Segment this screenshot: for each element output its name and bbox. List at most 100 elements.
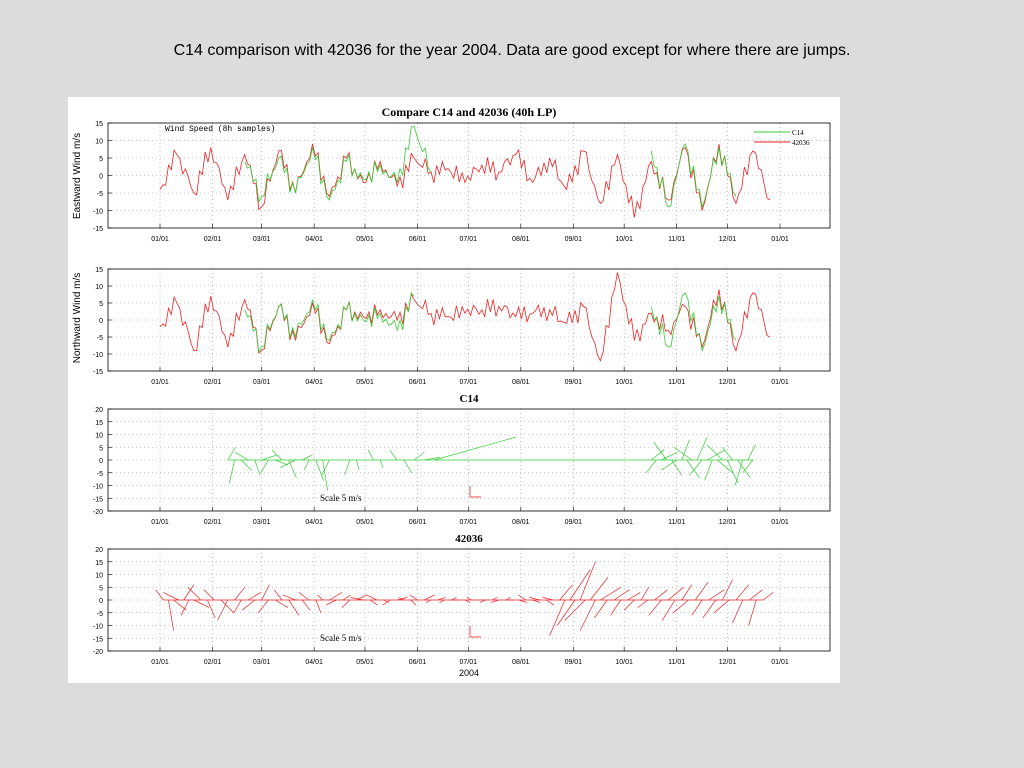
y-tick-label: 10 bbox=[95, 139, 103, 146]
wind-stick bbox=[556, 599, 576, 626]
x-tick-label: 08/01 bbox=[512, 236, 530, 243]
wind-stick bbox=[579, 561, 596, 601]
wind-stick bbox=[464, 599, 471, 603]
y-tick-label: 0 bbox=[99, 458, 103, 465]
wind-stick bbox=[637, 599, 649, 608]
x-tick-label: 02/01 bbox=[204, 659, 222, 666]
wind-stick bbox=[356, 459, 360, 471]
wind-stick bbox=[695, 581, 709, 601]
y-tick-label: 20 bbox=[95, 407, 103, 414]
panel3-sticks bbox=[227, 436, 756, 491]
wind-stick bbox=[673, 447, 693, 461]
wind-stick bbox=[672, 599, 689, 614]
wind-stick bbox=[696, 436, 708, 461]
wind-stick bbox=[708, 589, 725, 601]
wind-stick bbox=[180, 599, 190, 616]
x-tick-label: 11/01 bbox=[668, 519, 685, 526]
wind-stick bbox=[220, 599, 234, 614]
x-tick-label: 03/01 bbox=[253, 379, 271, 386]
panel4-yticks: 20 15 10 5 0 -5 -10 -15 -20 bbox=[93, 547, 112, 656]
wind-stick bbox=[261, 584, 270, 601]
wind-stick bbox=[329, 592, 343, 601]
wind-stick bbox=[661, 599, 676, 621]
x-tick-label: 07/01 bbox=[460, 236, 478, 243]
x-tick-label: 04/01 bbox=[305, 519, 323, 526]
panel2-xticks: 01/01 02/01 03/01 04/01 05/01 06/01 07/01 08/01… bbox=[151, 367, 789, 386]
x-tick-label: 05/01 bbox=[356, 236, 374, 243]
wind-stick bbox=[382, 599, 391, 606]
x-tick-label: 04/01 bbox=[305, 379, 323, 386]
x-tick-label: 10/01 bbox=[615, 659, 633, 666]
wind-stick bbox=[163, 592, 179, 601]
wind-stick bbox=[653, 441, 667, 461]
wind-stick bbox=[280, 459, 296, 468]
y-tick-label: -10 bbox=[93, 484, 103, 491]
y-tick-label: -15 bbox=[93, 496, 103, 503]
y-tick-label: -20 bbox=[93, 509, 103, 516]
x-tick-label: 01/01 bbox=[151, 519, 169, 526]
figure-xlabel: 2004 bbox=[459, 668, 479, 678]
wind-stick bbox=[298, 592, 310, 601]
y-tick-label: 10 bbox=[95, 573, 103, 580]
x-tick-label: 05/01 bbox=[356, 659, 374, 666]
wind-stick bbox=[747, 444, 756, 461]
x-tick-label: 07/01 bbox=[460, 659, 478, 666]
wind-stick bbox=[623, 599, 635, 611]
panel4-xticks: 01/01 02/01 03/01 04/01 05/01 06/01 07/01 08/01… bbox=[151, 647, 789, 666]
wind-stick bbox=[341, 599, 350, 608]
x-tick-label: 05/01 bbox=[356, 379, 374, 386]
x-tick-label: 05/01 bbox=[356, 519, 374, 526]
x-tick-label: 08/01 bbox=[512, 659, 530, 666]
wind-stick bbox=[762, 592, 774, 601]
panel1-yticks: 15 10 5 0 -5 -10 -15 bbox=[93, 121, 112, 233]
x-tick-label: 02/01 bbox=[204, 236, 222, 243]
chart-svg: Compare C14 and 42036 (40h LP) Eastward … bbox=[72, 105, 831, 678]
panel3-frame bbox=[107, 408, 831, 512]
wind-stick bbox=[704, 459, 713, 481]
wind-stick bbox=[610, 599, 622, 616]
x-tick-label: 04/01 bbox=[305, 659, 323, 666]
wind-stick bbox=[681, 439, 690, 461]
x-tick-label: 06/01 bbox=[409, 519, 427, 526]
x-tick-label: 06/01 bbox=[409, 659, 427, 666]
wind-stick bbox=[207, 599, 216, 619]
y-tick-label: 0 bbox=[99, 318, 103, 325]
panel1-xticks: 01/01 02/01 03/01 04/01 05/01 06/01 07/01 08/01… bbox=[151, 224, 789, 243]
x-tick-label: 01/01 bbox=[151, 659, 169, 666]
wind-stick bbox=[322, 459, 329, 491]
wind-stick bbox=[397, 597, 408, 601]
wind-stick bbox=[315, 459, 324, 481]
wind-stick bbox=[203, 589, 215, 601]
wind-stick bbox=[439, 599, 445, 603]
panel3-scale-arrows bbox=[469, 486, 481, 498]
panel4-title: 42036 bbox=[455, 533, 483, 545]
wind-stick bbox=[344, 459, 351, 476]
wind-stick bbox=[645, 459, 657, 474]
wind-stick bbox=[549, 599, 566, 636]
wind-stick bbox=[732, 599, 744, 624]
panel3-scale-label: Scale 5 m/s bbox=[320, 493, 362, 503]
legend-label-42036: 42036 bbox=[792, 139, 810, 147]
x-tick-label: 08/01 bbox=[512, 519, 530, 526]
y-tick-label: -15 bbox=[93, 636, 103, 643]
wind-stick bbox=[383, 599, 389, 603]
wind-stick bbox=[247, 592, 261, 601]
y-tick-label: 15 bbox=[95, 560, 103, 567]
wind-stick bbox=[594, 599, 608, 619]
y-tick-label: 0 bbox=[99, 598, 103, 605]
wind-stick bbox=[749, 589, 763, 601]
y-tick-label: 20 bbox=[95, 547, 103, 554]
x-tick-label: 01/01 bbox=[151, 236, 169, 243]
wind-stick bbox=[706, 444, 723, 461]
y-tick-label: 5 bbox=[99, 445, 103, 452]
panel4-frame bbox=[107, 548, 831, 652]
y-tick-label: -10 bbox=[93, 209, 103, 216]
panel1-annotation: Wind Speed (8h samples) bbox=[165, 125, 275, 134]
x-tick-label: 09/01 bbox=[565, 519, 583, 526]
x-tick-label: 07/01 bbox=[460, 519, 478, 526]
legend-label-c14: C14 bbox=[792, 129, 804, 137]
x-tick-label: 12/01 bbox=[719, 236, 737, 243]
x-tick-label: 03/01 bbox=[253, 236, 271, 243]
wind-stick bbox=[579, 599, 596, 631]
x-tick-label: 12/01 bbox=[719, 659, 737, 666]
